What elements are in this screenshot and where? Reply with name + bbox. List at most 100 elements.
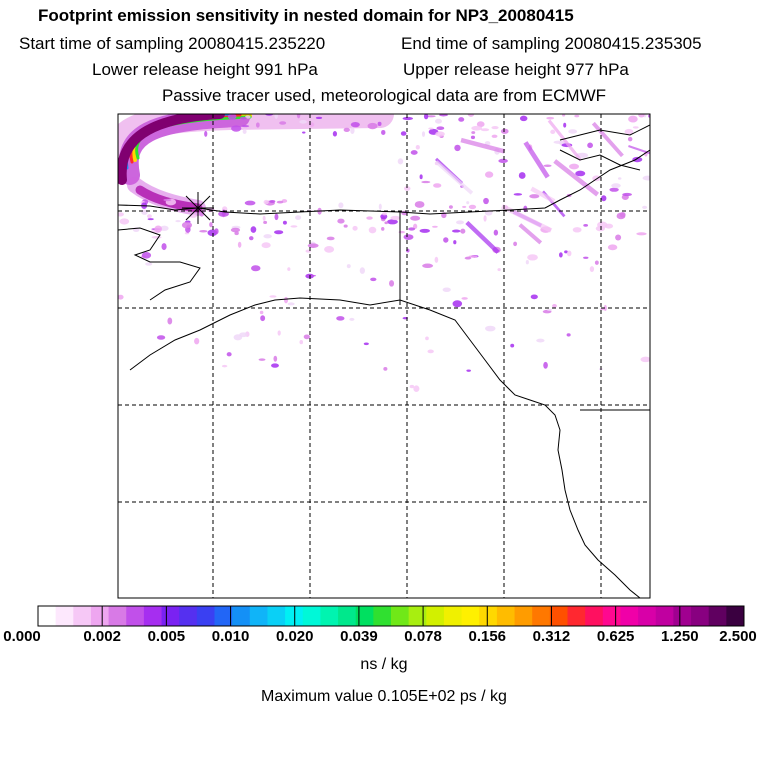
sensitivity-patch <box>287 267 291 271</box>
sensitivity-patch <box>239 332 248 338</box>
sensitivity-patch <box>562 114 566 117</box>
sensitivity-patch <box>622 192 632 197</box>
sensitivity-patch <box>589 266 595 272</box>
colorbar-cell <box>585 606 604 626</box>
colorbar-tick-label: 0.156 <box>468 628 507 645</box>
colorbar-cell <box>620 606 639 626</box>
sensitivity-patch <box>518 172 526 179</box>
sensitivity-patch <box>432 225 438 228</box>
sensitivity-patch <box>141 251 152 259</box>
sensitivity-patch <box>241 125 250 128</box>
sensitivity-patch <box>259 310 264 315</box>
sensitivity-patch <box>638 114 645 118</box>
sensitivity-patch <box>209 222 213 228</box>
colorbar-cell <box>726 606 745 626</box>
colorbar-cell <box>232 606 251 626</box>
sensitivity-patch <box>575 170 586 177</box>
colorbar-cell <box>549 606 568 626</box>
sensitivity-patch <box>550 129 556 135</box>
sensitivity-patch <box>263 234 272 239</box>
sensitivity-streak <box>523 141 550 179</box>
sensitivity-patch <box>349 317 355 321</box>
sensitivity-patch <box>471 125 483 131</box>
sensitivity-patch <box>426 115 436 118</box>
sensitivity-patch <box>409 384 415 389</box>
sensitivity-patch <box>271 363 279 368</box>
sensitivity-patch <box>163 198 172 202</box>
sensitivity-patch <box>338 202 344 209</box>
sensitivity-patch <box>642 175 650 181</box>
colorbar-cell <box>214 606 233 626</box>
sensitivity-patch <box>118 212 124 217</box>
sensitivity-patch <box>594 260 599 265</box>
sensitivity-patch <box>454 144 461 152</box>
sensitivity-patch <box>295 215 302 220</box>
sensitivity-patch <box>262 215 266 221</box>
sensitivity-patch <box>263 220 268 225</box>
colorbar-tick-label: 0.039 <box>340 628 378 645</box>
sensitivity-patch <box>583 224 589 227</box>
sensitivity-patch <box>296 114 301 119</box>
sensitivity-patch <box>462 205 467 208</box>
sensitivity-patch <box>435 118 442 124</box>
sensitivity-patch <box>276 200 284 204</box>
sensitivity-patch <box>378 203 382 210</box>
sensitivity-patch <box>397 158 404 165</box>
sensitivity-patch <box>383 366 388 371</box>
sensitivity-patch <box>480 128 490 132</box>
sensitivity-patch <box>617 177 622 180</box>
sensitivity-patch <box>277 330 281 336</box>
sensitivity-patch <box>483 215 487 222</box>
sensitivity-patch <box>468 255 478 258</box>
sensitivity-patch <box>566 250 572 257</box>
colorbar-cell <box>426 606 445 626</box>
colorbar <box>37 605 745 627</box>
sensitivity-patch <box>199 230 208 233</box>
sensitivity-patches <box>118 114 650 393</box>
map-plot-area <box>118 114 650 598</box>
sensitivity-patch <box>483 197 489 205</box>
sensitivity-patch <box>568 163 580 170</box>
sensitivity-patch <box>214 228 219 235</box>
sensitivity-patch <box>181 221 193 229</box>
sensitivity-patch <box>491 134 498 138</box>
sensitivity-patch <box>546 116 555 120</box>
colorbar-tick-label: 0.010 <box>211 628 250 645</box>
sensitivity-patch <box>258 358 266 361</box>
sensitivity-patch <box>632 156 643 163</box>
sensitivity-streak <box>547 119 583 162</box>
sensitivity-patch <box>380 213 388 220</box>
sensitivity-streak <box>518 223 543 245</box>
sensitivity-patch <box>307 243 319 248</box>
sensitivity-patch <box>410 150 418 155</box>
sensitivity-patch <box>413 385 420 393</box>
sensitivity-patch <box>147 214 152 219</box>
sensitivity-patch <box>433 183 442 188</box>
sensitivity-patch <box>500 128 509 134</box>
sensitivity-streak <box>628 145 650 155</box>
maximum-value: Maximum value 0.105E+02 ps / kg <box>261 688 507 705</box>
sensitivity-patch <box>453 240 457 245</box>
sensitivity-patch <box>343 224 348 228</box>
sensitivity-patch <box>337 218 345 224</box>
sensitivity-patch <box>250 226 257 233</box>
colorbar-cell <box>708 606 727 626</box>
sensitivity-patch <box>230 227 241 233</box>
colorbar-cell <box>638 606 657 626</box>
colorbar-cell <box>179 606 198 626</box>
sensitivity-patch <box>370 277 377 282</box>
sensitivity-patch <box>332 131 338 137</box>
colorbar-cell <box>73 606 92 626</box>
sensitivity-patch <box>386 219 398 225</box>
sensitivity-patch <box>572 227 582 233</box>
sensitivity-patch <box>466 369 471 372</box>
sensitivity-patch <box>421 131 426 137</box>
colorbar-tick-label: 1.250 <box>661 628 699 645</box>
sensitivity-patch <box>627 136 633 142</box>
sensitivity-patch <box>402 116 414 121</box>
sensitivity-patch <box>154 225 163 233</box>
colorbar-cell <box>673 606 692 626</box>
sensitivity-patch <box>359 267 365 274</box>
sensitivity-patch <box>498 158 508 164</box>
